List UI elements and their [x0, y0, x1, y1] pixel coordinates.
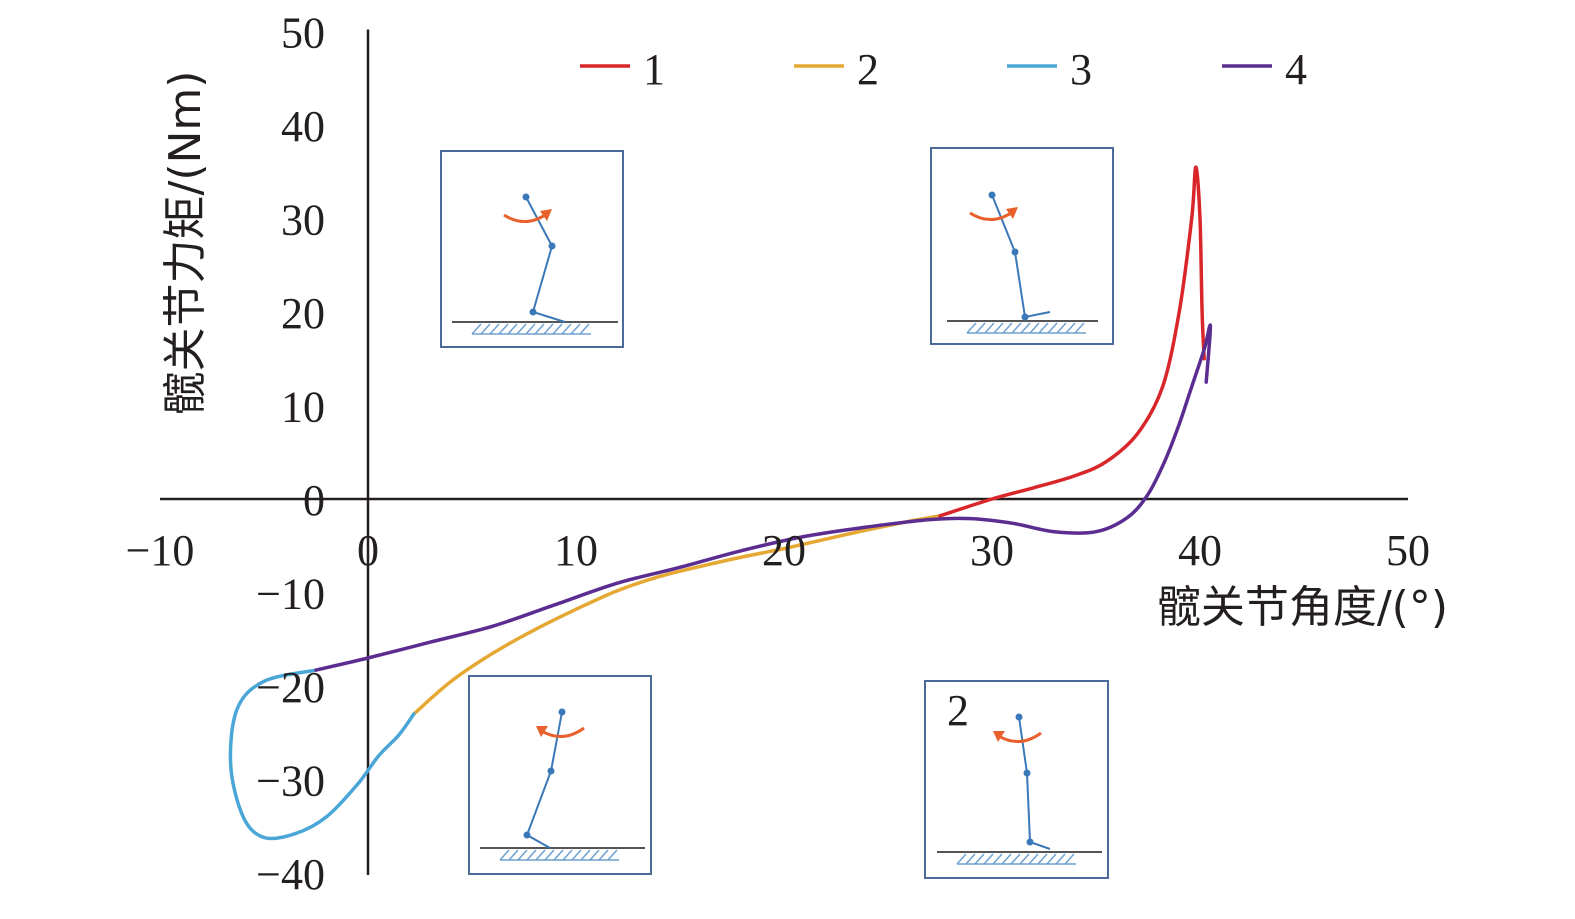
leg-stick-figure: [522, 193, 566, 323]
y-tick-label: −10: [256, 570, 325, 619]
y-tick-label: 50: [281, 9, 325, 58]
y-tick-label: −20: [256, 663, 325, 712]
x-axis-label: 髋关节角度/(°): [1157, 582, 1448, 633]
axes: [160, 29, 1408, 875]
inset-frame: [930, 147, 1114, 345]
series-lines: [228, 165, 1213, 841]
legend-label: 3: [1070, 45, 1092, 94]
legend-item: 1: [580, 45, 665, 94]
x-tick-label: 30: [970, 526, 1014, 575]
series-line-1: [938, 165, 1206, 518]
legend-label: 2: [857, 45, 879, 94]
posture-inset: [440, 150, 624, 348]
ground-hatch: [956, 853, 1076, 865]
y-tick-label: 20: [281, 289, 325, 338]
y-tick-label: 0: [303, 476, 325, 525]
x-tick-label: 0: [357, 526, 379, 575]
legend-item: 4: [1222, 45, 1307, 94]
posture-insets: 2: [440, 147, 1114, 879]
x-tick-label: 50: [1386, 526, 1430, 575]
series-line-3: [228, 668, 416, 841]
x-tick-label: −10: [126, 526, 195, 575]
y-tick-label: 10: [281, 383, 325, 432]
tick-labels: −10 0 10 20 30 40 50 50 40 30 20 10 0 −10 −20 −30 −40: [126, 9, 1430, 900]
y-tick-label: 40: [281, 102, 325, 151]
rotation-arrow-icon: [993, 731, 1042, 743]
ground-hatch: [471, 323, 591, 335]
x-tick-label: 20: [762, 526, 806, 575]
leg-stick-figure: [523, 708, 566, 849]
inset-frame: [468, 675, 652, 875]
legend-item: 2: [794, 45, 879, 94]
series-line-4: [314, 323, 1213, 672]
inset-frame: [924, 680, 1109, 879]
posture-inset: [468, 675, 652, 875]
leg-stick-figure: [988, 191, 1051, 321]
x-tick-label: 40: [1178, 526, 1222, 575]
ground-hatch: [966, 322, 1086, 334]
legend-item: 3: [1007, 45, 1092, 94]
series-line-2: [412, 514, 942, 716]
y-tick-label: 30: [281, 196, 325, 245]
legend-label: 1: [643, 45, 665, 94]
y-axis-label: 髋关节力矩/(Nm): [160, 71, 211, 416]
posture-inset: [930, 147, 1114, 345]
posture-inset: 2: [924, 680, 1109, 879]
inset-label: 2: [947, 686, 969, 735]
ground-hatch: [499, 849, 619, 861]
leg-stick-figure: [1015, 713, 1051, 850]
y-tick-label: −40: [256, 850, 325, 899]
rotation-arrow-icon: [969, 207, 1018, 221]
legend-label: 4: [1285, 45, 1307, 94]
inset-frame: [440, 150, 624, 348]
x-tick-label: 10: [554, 526, 598, 575]
rotation-arrow-icon: [536, 726, 585, 738]
y-tick-label: −30: [256, 757, 325, 806]
legend: 1 2 3 4: [580, 45, 1307, 94]
rotation-arrow-icon: [503, 209, 552, 223]
